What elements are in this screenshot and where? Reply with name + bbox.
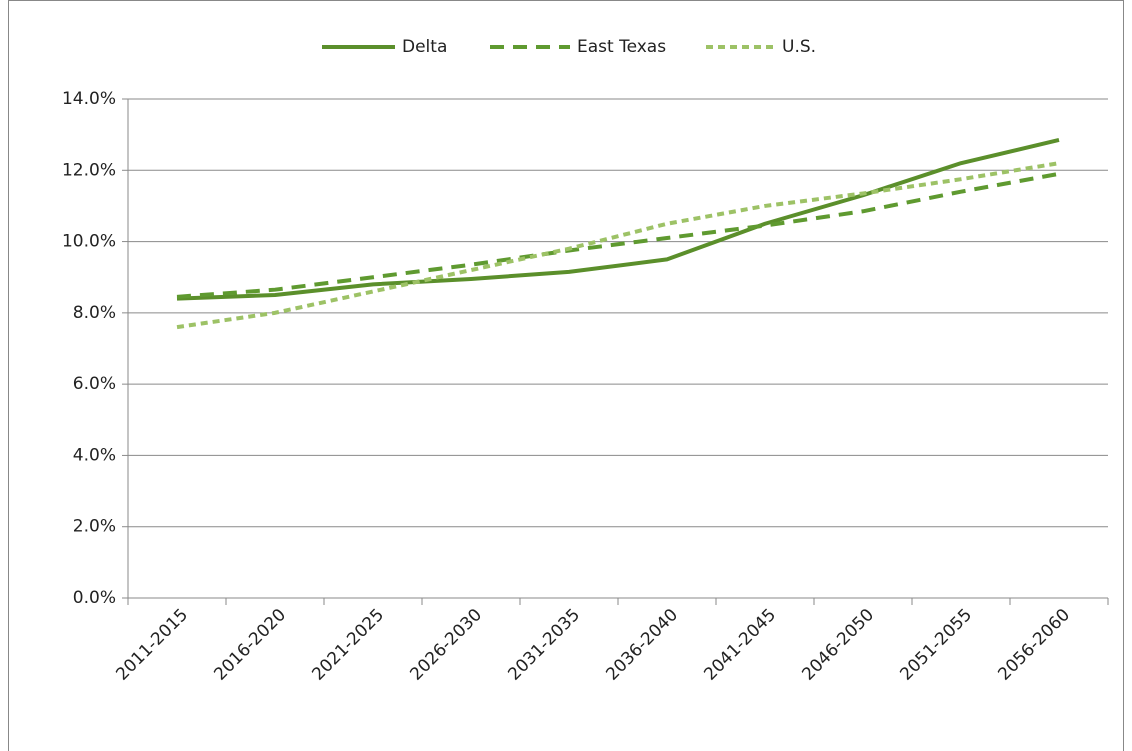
series-line — [176, 161, 1060, 330]
legend-label: Delta — [402, 37, 447, 57]
series-line — [176, 138, 1060, 301]
y-tick-label: 8.0% — [73, 303, 116, 323]
y-tick-label: 2.0% — [73, 517, 116, 537]
legend-label: U.S. — [782, 37, 816, 57]
y-tick-label: 14.0% — [62, 89, 116, 109]
y-tick-label: 6.0% — [73, 374, 116, 394]
y-tick-label: 10.0% — [62, 232, 116, 252]
y-tick-label: 4.0% — [73, 445, 116, 465]
series-line — [176, 171, 1060, 299]
legend-label: East Texas — [577, 37, 666, 57]
y-tick-label: 0.0% — [73, 588, 116, 608]
y-tick-label: 12.0% — [62, 160, 116, 180]
chart-frame — [8, 0, 1124, 751]
